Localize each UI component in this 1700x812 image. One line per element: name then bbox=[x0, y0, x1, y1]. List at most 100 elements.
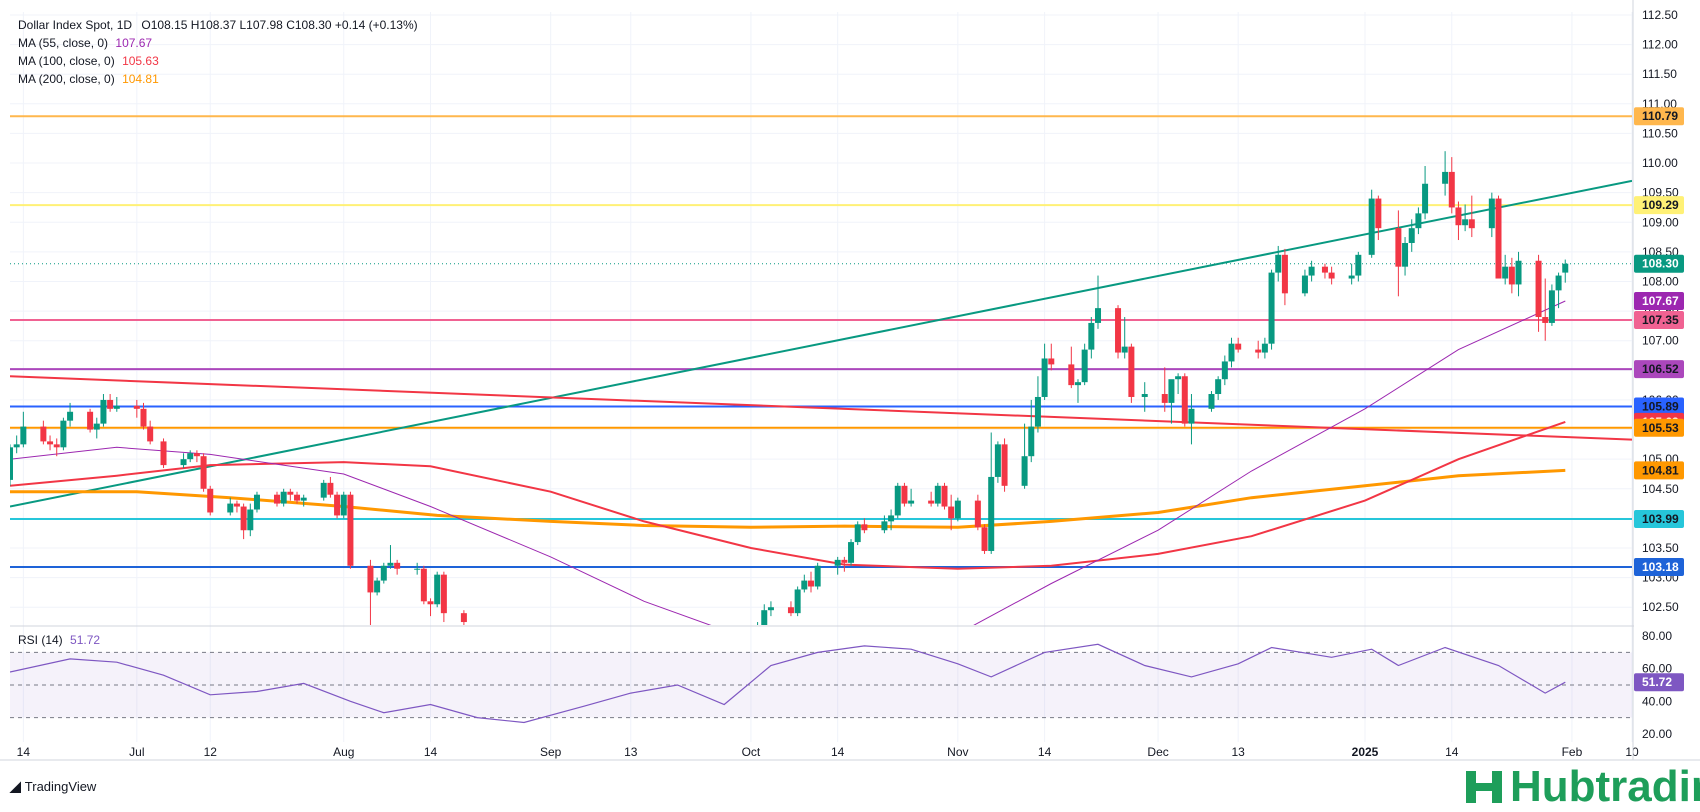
candle bbox=[861, 518, 868, 534]
candle-body bbox=[1215, 379, 1222, 395]
rsi-line bbox=[10, 643, 1566, 724]
candle bbox=[1115, 305, 1122, 359]
candle-body bbox=[227, 503, 234, 513]
candle bbox=[1215, 376, 1222, 400]
candle-body bbox=[1375, 198, 1382, 229]
candle bbox=[1502, 254, 1509, 285]
candle bbox=[787, 601, 794, 617]
level-tag-103.99 bbox=[1634, 509, 1684, 528]
candle-body bbox=[200, 456, 207, 489]
candle bbox=[1081, 343, 1088, 386]
tradingview-text: TradingView bbox=[24, 779, 97, 794]
candle bbox=[100, 394, 107, 427]
candle-body bbox=[13, 444, 20, 448]
rsi-pane bbox=[10, 643, 1632, 724]
candle bbox=[1415, 207, 1422, 235]
candle bbox=[380, 562, 387, 584]
time-tick-label: 13 bbox=[1232, 745, 1246, 759]
candle bbox=[87, 408, 94, 433]
rsi-value-tag-text: 51.72 bbox=[1642, 675, 1672, 689]
candle-body bbox=[460, 613, 467, 623]
candle-body bbox=[300, 497, 307, 501]
ma55-label: MA (55, close, 0) bbox=[18, 36, 109, 50]
candle-body bbox=[1068, 364, 1075, 386]
candle bbox=[834, 556, 841, 575]
candle bbox=[994, 441, 1001, 483]
time-tick-label: Feb bbox=[1562, 745, 1583, 759]
candle-body bbox=[273, 494, 280, 504]
candle-body bbox=[1115, 308, 1122, 353]
level-tag-107.67 bbox=[1634, 292, 1684, 311]
candle bbox=[881, 515, 888, 534]
candle bbox=[1395, 210, 1402, 297]
candle bbox=[1074, 379, 1081, 403]
candle-body bbox=[367, 565, 374, 593]
candle-body bbox=[133, 405, 140, 409]
candle-body bbox=[814, 565, 821, 587]
candle bbox=[1095, 275, 1102, 329]
price-tags: 110.79 109.29 108.30 107.67 107.35 106.52 105.… bbox=[1634, 107, 1684, 692]
candle bbox=[1321, 263, 1328, 279]
candle-body bbox=[1502, 266, 1509, 279]
candle-body bbox=[20, 426, 27, 445]
candle bbox=[948, 494, 955, 531]
candle-body bbox=[981, 527, 988, 551]
candle-body bbox=[801, 580, 808, 590]
candle-body bbox=[894, 485, 901, 516]
time-tick-label: 14 bbox=[1445, 745, 1459, 759]
price-tick-label: 104.50 bbox=[1642, 482, 1679, 496]
candle bbox=[1121, 317, 1128, 359]
candle bbox=[841, 556, 848, 572]
candle-body bbox=[1548, 290, 1555, 323]
candle-body bbox=[1081, 349, 1088, 383]
price-tick-label: 112.50 bbox=[1642, 8, 1678, 22]
candle-body bbox=[1495, 198, 1502, 279]
rsi-tick-label: 80.00 bbox=[1642, 629, 1672, 643]
level-tag-text-110.79: 110.79 bbox=[1642, 109, 1678, 123]
candle bbox=[1034, 376, 1041, 433]
tradingview-logo[interactable]: ◢ TradingView bbox=[10, 778, 96, 795]
candle-body bbox=[1168, 379, 1175, 403]
candle-body bbox=[1395, 228, 1402, 267]
candle bbox=[1368, 189, 1375, 258]
candle bbox=[981, 524, 988, 554]
candle bbox=[1128, 343, 1135, 403]
candle bbox=[1168, 379, 1175, 424]
candle-body bbox=[247, 509, 254, 531]
level-tag-text-109.29: 109.29 bbox=[1642, 198, 1679, 212]
time-tick-label: Jul bbox=[129, 745, 144, 759]
candle-body bbox=[180, 459, 187, 466]
candle bbox=[180, 453, 187, 469]
time-tick-label: 10 bbox=[1625, 745, 1639, 759]
candle-body bbox=[93, 423, 100, 430]
candle bbox=[420, 565, 427, 605]
candle bbox=[1462, 204, 1469, 232]
candle-body bbox=[1488, 198, 1495, 229]
candle bbox=[1442, 151, 1449, 196]
level-tag-text-105.89: 105.89 bbox=[1642, 399, 1679, 413]
candle-body bbox=[1542, 317, 1549, 323]
candle bbox=[93, 417, 100, 439]
level-tag-text-103.18: 103.18 bbox=[1642, 560, 1679, 574]
candle bbox=[1235, 337, 1242, 353]
candle-body bbox=[994, 444, 1001, 477]
candle bbox=[340, 491, 347, 519]
candle bbox=[140, 402, 147, 430]
candle bbox=[13, 435, 20, 454]
candle bbox=[807, 571, 814, 593]
price-tick-label: 108.00 bbox=[1642, 274, 1679, 288]
ma200-line bbox=[10, 468, 1566, 529]
candle bbox=[1048, 343, 1055, 371]
candle-body bbox=[1095, 308, 1102, 323]
candle-body bbox=[1121, 346, 1128, 353]
price-tick-label: 107.00 bbox=[1642, 334, 1679, 348]
candle-body bbox=[374, 580, 381, 593]
time-tick-label: Oct bbox=[742, 745, 761, 759]
rsi-tick-label: 60.00 bbox=[1642, 662, 1672, 676]
candle bbox=[1161, 367, 1168, 412]
candle-body bbox=[1041, 358, 1048, 397]
candle-body bbox=[347, 494, 354, 566]
candle bbox=[1228, 337, 1235, 368]
price-tick-label: 112.00 bbox=[1642, 38, 1678, 52]
